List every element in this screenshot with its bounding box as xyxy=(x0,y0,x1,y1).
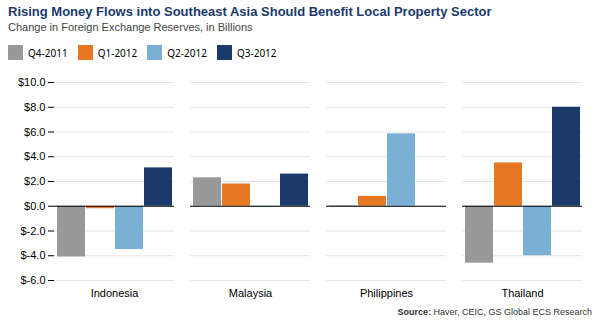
svg-text:$-4.0: $-4.0 xyxy=(20,249,45,261)
svg-text:Indonesia: Indonesia xyxy=(91,287,140,299)
svg-text:Malaysia: Malaysia xyxy=(229,287,273,299)
svg-text:$6.0: $6.0 xyxy=(24,126,45,138)
svg-text:$4.0: $4.0 xyxy=(24,150,45,162)
svg-text:Philippines: Philippines xyxy=(360,287,414,299)
html-text:Q2-2012: Q2-2012 xyxy=(167,45,207,60)
svg-text:Thailand: Thailand xyxy=(501,287,543,299)
svg-text:$-2.0: $-2.0 xyxy=(20,225,45,237)
svg-text:$0.0: $0.0 xyxy=(24,200,45,212)
svg-text:$-6.0: $-6.0 xyxy=(20,274,45,286)
html-text:Q3-2012: Q3-2012 xyxy=(236,45,277,60)
html-text:Source: Haver, CEIC, GS Global: Source: Haver, CEIC, GS Global ECS Resea… xyxy=(397,307,592,317)
svg-text:$8.0: $8.0 xyxy=(24,101,45,113)
html-text:Q1-2012: Q1-2012 xyxy=(97,45,138,60)
html-text:Rising Money Flows into Southe: Rising Money Flows into Southeast Asia S… xyxy=(8,4,492,19)
svg-text:$2.0: $2.0 xyxy=(24,175,45,187)
html-text:Change in Foreign Exchange Res: Change in Foreign Exchange Reserves, in … xyxy=(8,21,253,33)
svg-text:$10.0: $10.0 xyxy=(18,76,46,88)
html-text:Q4-2011: Q4-2011 xyxy=(28,45,68,60)
